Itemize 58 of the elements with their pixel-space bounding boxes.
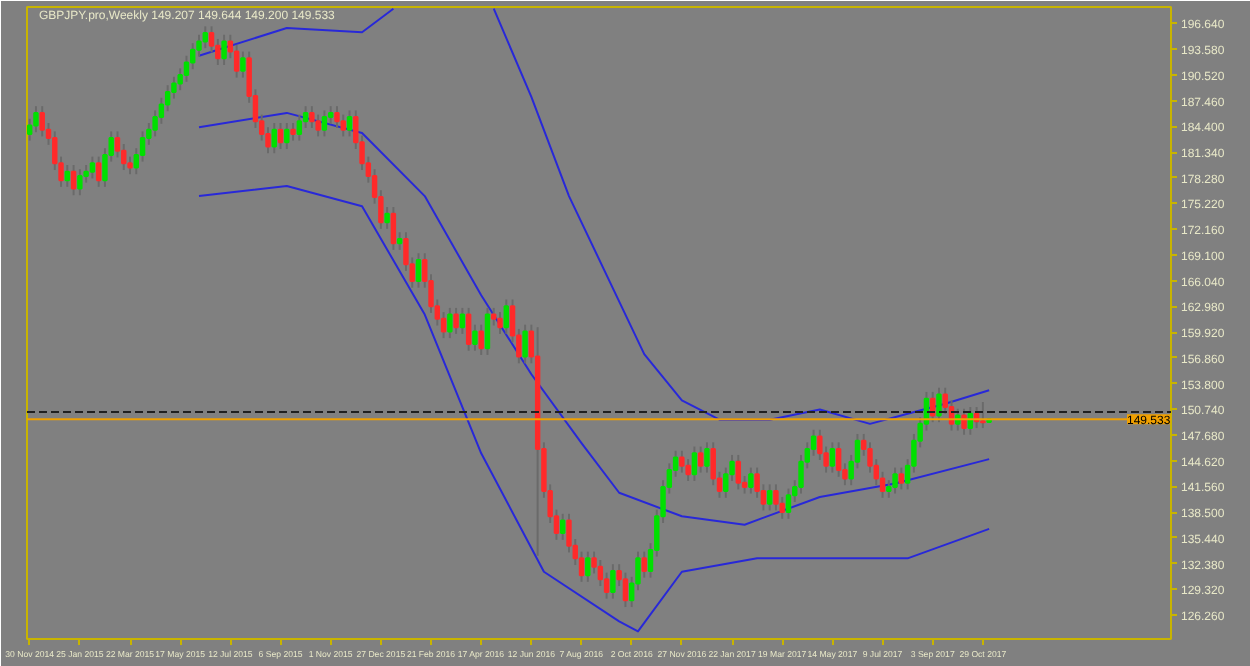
candlestick <box>334 105 340 130</box>
candlestick <box>622 571 629 609</box>
candlestick <box>447 306 453 340</box>
candlestick <box>459 306 466 335</box>
candlestick <box>39 105 45 138</box>
candlestick <box>785 487 792 520</box>
candlestick <box>522 323 528 365</box>
candlestick <box>64 164 71 188</box>
candlestick <box>641 550 647 579</box>
candlestick <box>390 206 397 251</box>
candlestick <box>472 323 478 352</box>
candlestick <box>70 164 77 197</box>
candlestick <box>77 168 83 197</box>
candlestick <box>829 441 836 474</box>
candlestick <box>898 466 905 491</box>
candlestick <box>497 311 503 335</box>
candlestick <box>240 50 246 79</box>
candlestick <box>233 43 240 79</box>
candlestick <box>773 483 779 512</box>
candlestick <box>704 441 710 474</box>
candlestick <box>346 109 353 138</box>
candlestick <box>484 306 491 356</box>
candlestick <box>503 298 509 335</box>
candlestick <box>321 109 328 138</box>
candlestick <box>277 121 284 151</box>
candlestick <box>691 445 698 482</box>
candlestick <box>296 113 303 142</box>
candlestick <box>340 113 346 138</box>
candlestick <box>315 113 321 138</box>
candlestick <box>585 550 591 583</box>
candlestick <box>961 407 967 436</box>
candlestick <box>284 121 290 151</box>
candlestick <box>478 323 484 356</box>
candlestick <box>453 306 459 335</box>
candlestick <box>685 458 691 482</box>
candlestick <box>766 483 773 512</box>
line-series <box>198 111 991 526</box>
candlestick <box>892 466 898 495</box>
candlestick <box>95 155 102 188</box>
candlestick <box>559 512 566 541</box>
candlestick <box>735 453 742 491</box>
candlestick <box>748 466 754 495</box>
candlestick <box>697 445 704 474</box>
candlestick <box>271 121 277 155</box>
candlestick <box>89 155 96 180</box>
candlestick <box>415 252 422 289</box>
candlestick <box>936 386 942 424</box>
candlestick <box>980 401 986 430</box>
candlestick <box>202 25 208 50</box>
candlestick <box>465 306 472 352</box>
candlestick <box>309 105 315 130</box>
candlestick <box>835 441 842 478</box>
candlestick <box>679 449 685 474</box>
candlestick <box>610 563 616 600</box>
line-series <box>198 185 991 633</box>
candlestick <box>33 105 39 134</box>
candlestick <box>221 33 227 66</box>
candlestick <box>384 206 390 230</box>
